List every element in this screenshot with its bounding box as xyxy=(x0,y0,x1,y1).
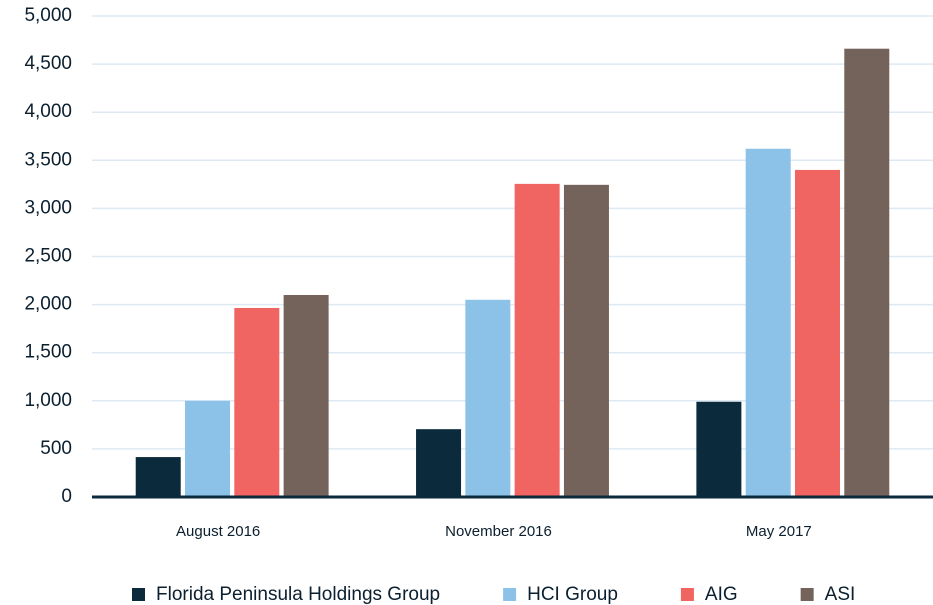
y-tick-label: 5,000 xyxy=(24,5,72,26)
legend-swatch xyxy=(800,588,814,601)
bar xyxy=(416,429,462,497)
bar xyxy=(465,299,511,497)
x-tick-label: November 2016 xyxy=(445,523,552,540)
bar xyxy=(135,457,181,497)
legend-swatch xyxy=(503,588,517,601)
y-tick-label: 4,000 xyxy=(24,101,72,122)
legend-swatch xyxy=(132,588,145,601)
x-tick-label: May 2017 xyxy=(746,523,812,540)
bar xyxy=(844,48,890,497)
legend-label: AIG xyxy=(705,584,738,605)
bar xyxy=(745,148,791,498)
legend-label: Florida Peninsula Holdings Group xyxy=(156,584,440,605)
legend-label: HCI Group xyxy=(527,584,618,605)
legend-swatch xyxy=(680,588,694,601)
bar xyxy=(234,307,280,497)
bar xyxy=(563,184,609,497)
legend-label: ASI xyxy=(825,584,856,605)
bar xyxy=(696,401,742,497)
x-tick-label: August 2016 xyxy=(176,523,260,540)
bar xyxy=(283,294,329,497)
y-tick-label: 0 xyxy=(61,486,72,507)
y-tick-label: 1,500 xyxy=(24,342,72,363)
bar xyxy=(185,400,231,497)
y-tick-label: 2,000 xyxy=(24,294,72,315)
bar xyxy=(514,183,560,497)
y-tick-label: 500 xyxy=(40,438,72,459)
y-tick-label: 3,000 xyxy=(24,197,72,218)
bar xyxy=(794,169,840,498)
y-tick-label: 2,500 xyxy=(24,246,72,267)
y-tick-label: 4,500 xyxy=(24,53,72,74)
y-tick-label: 1,000 xyxy=(24,390,72,411)
y-tick-label: 3,500 xyxy=(24,149,72,170)
